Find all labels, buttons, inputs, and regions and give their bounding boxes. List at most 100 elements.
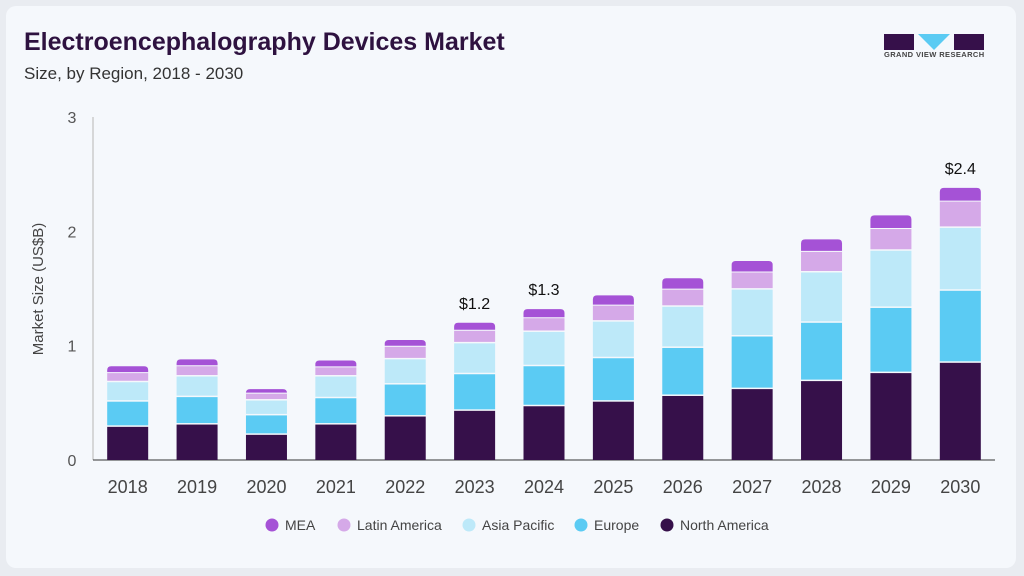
bar-segment-europe	[454, 374, 496, 410]
x-tick-label: 2025	[593, 477, 633, 497]
legend-label: Asia Pacific	[482, 517, 554, 533]
x-tick-label: 2018	[108, 477, 148, 497]
bar-segment-mea	[939, 187, 981, 201]
bar-segment-north-america	[801, 381, 843, 460]
bar-segment-europe	[384, 384, 426, 416]
bar-segment-asia-pacific	[870, 250, 912, 307]
x-tick-label: 2022	[385, 477, 425, 497]
bar-segment-mea	[107, 366, 149, 373]
bar-segment-europe	[801, 322, 843, 380]
bar-segment-north-america	[315, 424, 357, 460]
x-tick-label: 2021	[316, 477, 356, 497]
bar-segment-europe	[523, 366, 565, 405]
bar-segment-europe	[315, 398, 357, 424]
x-tick-label: 2028	[802, 477, 842, 497]
chart-card	[6, 6, 1016, 568]
bar-segment-mea	[662, 278, 704, 289]
y-tick-label: 2	[68, 224, 77, 241]
bar-segment-latin-america	[176, 366, 218, 376]
bar-segment-mea	[731, 261, 773, 272]
bar-segment-latin-america	[662, 289, 704, 306]
legend-label: Latin America	[357, 517, 442, 533]
bar-segment-mea	[870, 215, 912, 229]
bar-segment-latin-america	[315, 367, 357, 376]
chart-title: Electroencephalography Devices Market	[24, 28, 505, 56]
legend-label: Europe	[594, 517, 639, 533]
bar-segment-asia-pacific	[523, 331, 565, 365]
bar-segment-mea	[801, 239, 843, 251]
bar-segment-asia-pacific	[939, 227, 981, 290]
data-label: $2.4	[945, 161, 976, 178]
bar-segment-asia-pacific	[107, 382, 149, 401]
logo-text: GRAND VIEW RESEARCH	[884, 50, 985, 59]
chart-subtitle: Size, by Region, 2018 - 2030	[24, 64, 244, 83]
bar-segment-asia-pacific	[384, 359, 426, 384]
bar-segment-latin-america	[801, 251, 843, 271]
y-axis-label: Market Size (US$B)	[30, 223, 47, 356]
bar-segment-asia-pacific	[662, 306, 704, 347]
bar-segment-asia-pacific	[245, 400, 287, 414]
bar-segment-latin-america	[870, 229, 912, 250]
x-tick-label: 2024	[524, 477, 564, 497]
bar-segment-north-america	[523, 406, 565, 460]
bar-segment-north-america	[870, 373, 912, 460]
data-label: $1.2	[459, 296, 490, 313]
x-tick-label: 2027	[732, 477, 772, 497]
bar-segment-europe	[870, 307, 912, 372]
bar-segment-mea	[384, 339, 426, 346]
bar-segment-europe	[176, 397, 218, 424]
y-tick-label: 3	[68, 110, 77, 127]
bar-segment-mea	[592, 295, 634, 305]
bar-segment-north-america	[245, 434, 287, 460]
bar-segment-mea	[176, 359, 218, 366]
bar-segment-mea	[454, 322, 496, 330]
y-tick-label: 1	[68, 339, 77, 356]
x-tick-label: 2026	[663, 477, 703, 497]
bar-segment-latin-america	[592, 305, 634, 321]
bar-segment-asia-pacific	[315, 376, 357, 397]
bar-segment-asia-pacific	[801, 272, 843, 322]
legend-label: North America	[680, 517, 769, 533]
x-tick-label: 2020	[246, 477, 286, 497]
bar-segment-latin-america	[107, 373, 149, 381]
bar-segment-north-america	[384, 416, 426, 460]
legend-marker-latin-america	[337, 518, 351, 532]
bar-segment-asia-pacific	[176, 376, 218, 396]
bar-segment-north-america	[592, 401, 634, 460]
bar-segment-north-america	[939, 362, 981, 460]
bar-segment-latin-america	[523, 318, 565, 331]
bar-segment-asia-pacific	[731, 289, 773, 336]
bar-segment-latin-america	[245, 393, 287, 400]
legend-marker-north-america	[660, 518, 674, 532]
bar-segment-north-america	[454, 410, 496, 460]
bar-segment-latin-america	[384, 346, 426, 358]
bar-segment-north-america	[107, 426, 149, 460]
legend-marker-europe	[574, 518, 588, 532]
legend-marker-mea	[265, 518, 279, 532]
bar-segment-europe	[662, 347, 704, 395]
bar-segment-latin-america	[454, 330, 496, 342]
x-tick-label: 2019	[177, 477, 217, 497]
x-tick-label: 2029	[871, 477, 911, 497]
bar-segment-mea	[523, 309, 565, 318]
bar-segment-europe	[592, 358, 634, 401]
bar-segment-north-america	[731, 389, 773, 460]
bar-segment-latin-america	[731, 272, 773, 289]
bar-segment-north-america	[662, 395, 704, 460]
bar-segment-north-america	[176, 424, 218, 460]
data-label: $1.3	[528, 282, 559, 299]
bar-segment-europe	[107, 401, 149, 426]
grand-view-research-logo	[884, 34, 984, 50]
bar-segment-mea	[245, 389, 287, 394]
bar-segment-europe	[731, 336, 773, 388]
legend-marker-asia-pacific	[462, 518, 476, 532]
y-tick-label: 0	[68, 453, 77, 470]
x-tick-label: 2023	[455, 477, 495, 497]
legend-label: MEA	[285, 517, 316, 533]
bar-segment-mea	[315, 360, 357, 367]
x-tick-label: 2030	[940, 477, 980, 497]
bar-segment-latin-america	[939, 201, 981, 227]
bar-segment-asia-pacific	[454, 343, 496, 373]
bar-segment-europe	[939, 290, 981, 362]
